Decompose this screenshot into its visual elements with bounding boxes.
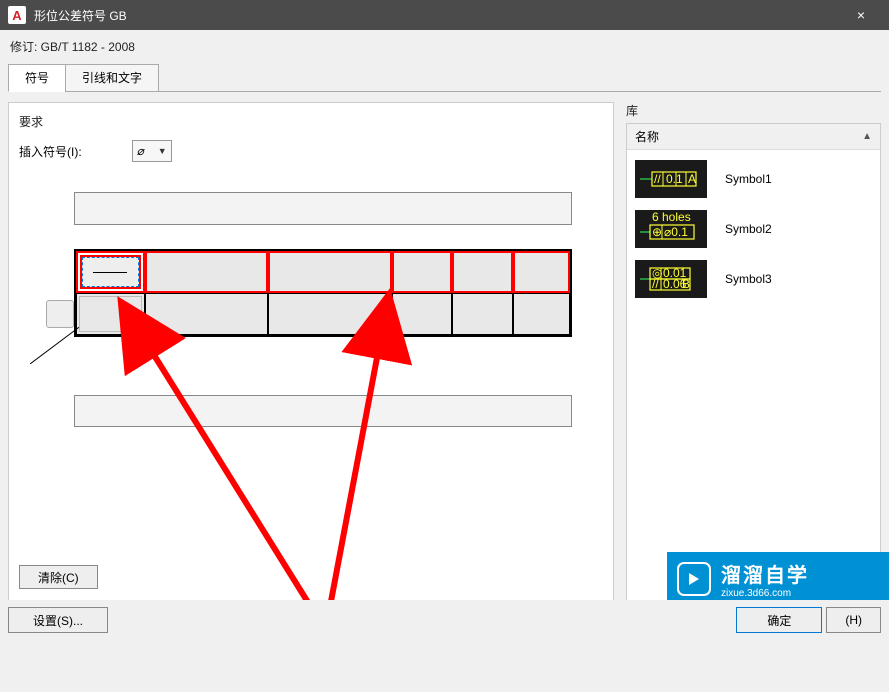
fcf-frame [74,249,572,337]
window-title: 形位公差符号 GB [34,7,841,24]
upper-text-box[interactable] [74,192,572,225]
library-label: 库 [626,102,881,119]
play-icon [677,562,711,596]
close-button[interactable]: × [841,0,881,30]
bottom-bar: 设置(S)... 确定 (H) [0,600,889,640]
fcf-cell-d3-2[interactable] [513,293,570,335]
fcf-cell-d1-2[interactable] [392,293,453,335]
tab-strip: 符号 引线和文字 [8,63,881,92]
svg-text:⊕: ⊕ [652,225,662,239]
fcf-cell-symbol-2[interactable] [76,293,145,335]
tab-leader-text[interactable]: 引线和文字 [65,64,159,92]
symbol3-thumb: ◎0.01//0.06B [635,260,707,298]
fcf-grid-area [74,192,603,427]
straightness-icon [93,272,127,273]
ok-button[interactable]: 确定 [736,607,822,633]
fcf-cell-tol1[interactable] [145,251,268,293]
svg-text:B: B [682,277,690,291]
library-item-label: Symbol3 [725,272,772,286]
fcf-row-2 [76,293,570,335]
fcf-row-1 [76,251,570,293]
requirement-label: 要求 [19,113,603,130]
fcf-cell-symbol[interactable] [76,251,145,293]
lower-text-box[interactable] [74,395,572,427]
clear-button[interactable]: 清除(C) [19,565,98,589]
watermark-title: 溜溜自学 [721,559,809,588]
svg-text://: // [654,172,661,186]
sort-ascending-icon: ▲ [862,131,872,142]
requirement-panel: 要求 插入符号(I): ⌀ ▼ [8,102,614,604]
symbol-dd-glyph: ⌀ [137,144,144,158]
fcf-cell-tol2[interactable] [268,251,391,293]
library-item-1[interactable]: // 0.1 A Symbol1 [631,154,876,204]
library-item-3[interactable]: ◎0.01//0.06B Symbol3 [631,254,876,304]
tab-symbol[interactable]: 符号 [8,64,66,92]
library-item-label: Symbol1 [725,172,772,186]
library-item-label: Symbol2 [725,222,772,236]
library-header[interactable]: 名称 ▲ [627,124,880,150]
help-button[interactable]: (H) [826,607,881,633]
fcf-cell-d1[interactable] [392,251,453,293]
symbol2-thumb: 6 holes⊕⌀0.1 [635,210,707,248]
svg-text:0.1: 0.1 [666,172,683,186]
app-icon-letter: A [12,8,21,23]
revision-label: 修订: GB/T 1182 - 2008 [0,30,889,63]
titlebar: A 形位公差符号 GB × [0,0,889,30]
settings-button[interactable]: 设置(S)... [8,607,108,633]
fcf-cell-d3[interactable] [513,251,570,293]
fcf-cell-tol2-2[interactable] [268,293,391,335]
svg-text://: // [652,277,659,291]
watermark-url: zixue.3d66.com [721,588,809,599]
fcf-cell-tol1-2[interactable] [145,293,268,335]
chevron-down-icon: ▼ [158,146,167,156]
library-panel: 库 名称 ▲ // 0.1 A Symbol1 6 holes⊕⌀0.1 Symbo… [626,102,881,604]
symbol1-thumb: // 0.1 A [635,160,707,198]
svg-text:6 holes: 6 holes [652,212,691,224]
svg-text:A: A [688,172,696,186]
svg-text:⌀0.1: ⌀0.1 [664,225,688,239]
fcf-cell-d2-2[interactable] [452,293,513,335]
symbol-dropdown[interactable]: ⌀ ▼ [132,140,172,162]
app-icon: A [8,6,26,24]
library-header-text: 名称 [635,128,659,145]
fcf-cell-d2[interactable] [452,251,513,293]
insert-symbol-label: 插入符号(I): [19,143,82,160]
library-item-2[interactable]: 6 holes⊕⌀0.1 Symbol2 [631,204,876,254]
watermark: 溜溜自学 zixue.3d66.com [667,552,889,606]
